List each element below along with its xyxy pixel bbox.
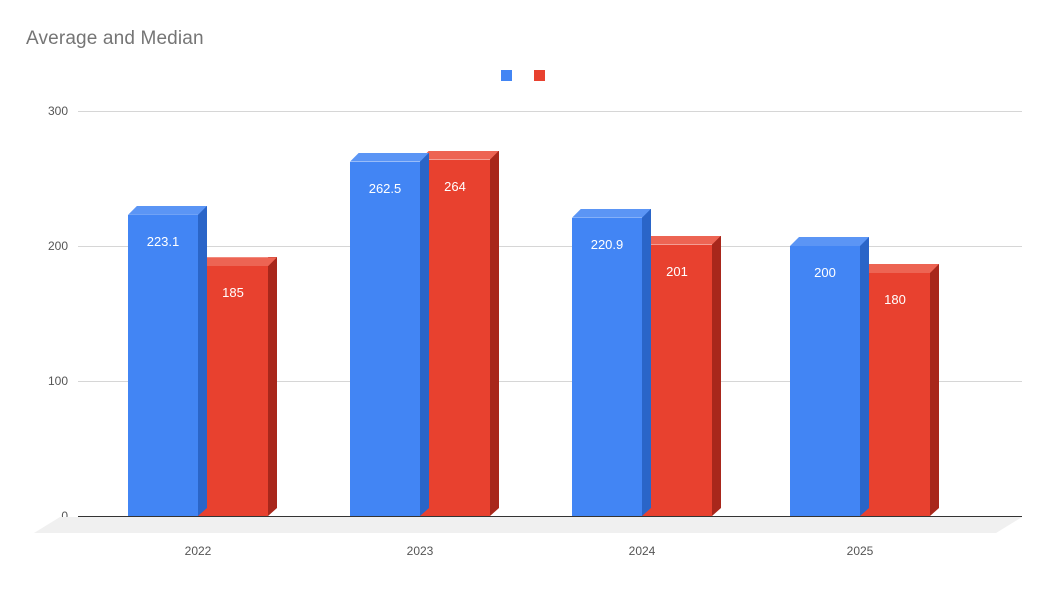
bar-2023-red[interactable]: 264	[420, 160, 490, 516]
bar-side-face	[860, 237, 869, 516]
y-axis-tick-label: 300	[47, 104, 68, 118]
bar-top-face	[350, 153, 429, 162]
bar-front-face	[572, 217, 642, 516]
bar-top-face	[860, 264, 939, 273]
bar-2024-red[interactable]: 201	[642, 245, 712, 516]
x-axis-tick-label-2022: 2022	[184, 544, 212, 558]
x-axis-line	[78, 516, 1022, 517]
bar-side-face	[490, 151, 499, 516]
x-axis-tick-label-2025: 2025	[846, 544, 874, 558]
y-axis-tick-label: 0	[61, 509, 68, 523]
bar-front-face	[198, 266, 268, 516]
bar-top-face	[642, 236, 721, 245]
bar-top-face	[198, 257, 277, 266]
bar-front-face	[642, 244, 712, 516]
bar-side-face	[420, 153, 429, 516]
legend-item-average[interactable]	[500, 70, 517, 81]
bar-2024-blue[interactable]: 220.9	[572, 218, 642, 516]
bar-side-face	[642, 209, 651, 516]
bar-top-face	[572, 209, 651, 218]
chart-title: Average and Median	[26, 28, 204, 49]
gridline	[78, 381, 1022, 382]
gridline	[78, 111, 1022, 112]
x-axis-tick-label-2023: 2023	[406, 544, 434, 558]
bar-front-face	[128, 214, 198, 516]
bar-front-face	[790, 246, 860, 516]
bar-front-face	[350, 161, 420, 516]
bar-front-face	[860, 273, 930, 516]
bar-top-face	[420, 151, 499, 160]
bar-front-face	[420, 159, 490, 516]
x-axis-tick-label-2024: 2024	[628, 544, 656, 558]
bar-2025-red[interactable]: 180	[860, 273, 930, 516]
bar-2023-blue[interactable]: 262.5	[350, 162, 420, 516]
bar-top-face	[128, 206, 207, 215]
chart-legend	[0, 70, 1050, 81]
bar-2022-blue[interactable]: 223.1	[128, 215, 198, 516]
y-axis-tick-label: 200	[47, 239, 68, 253]
bar-2025-blue[interactable]: 200	[790, 246, 860, 516]
y-axis-tick-label: 100	[47, 374, 68, 388]
gridline	[78, 246, 1022, 247]
legend-swatch-blue-icon	[500, 70, 512, 81]
bar-side-face	[712, 236, 721, 516]
bar-side-face	[930, 264, 939, 516]
chart-floor-plane	[34, 517, 1022, 533]
legend-item-median[interactable]	[533, 70, 550, 81]
bar-2022-red[interactable]: 185	[198, 266, 268, 516]
bar-side-face	[198, 206, 207, 516]
bar-top-face	[790, 237, 869, 246]
legend-swatch-red-icon	[533, 70, 545, 81]
bar-side-face	[268, 257, 277, 516]
